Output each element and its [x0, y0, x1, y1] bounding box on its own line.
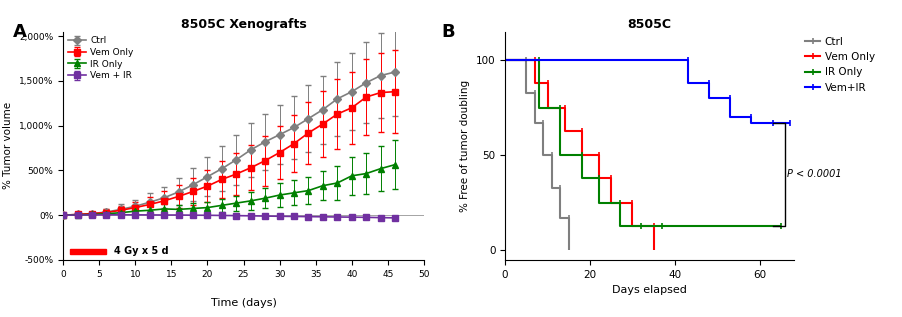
Y-axis label: % Free of tumor doubling: % Free of tumor doubling	[460, 80, 470, 212]
Vem Only	[542, 81, 553, 85]
Text: P < 0.0001: P < 0.0001	[787, 169, 842, 179]
IR Only	[576, 153, 587, 157]
Ctrl	[529, 91, 540, 94]
Y-axis label: % Tumor volume: % Tumor volume	[4, 102, 14, 189]
IR Only	[636, 224, 647, 228]
Vem Only	[500, 58, 511, 62]
Vem+IR	[784, 121, 795, 125]
Vem Only	[576, 153, 587, 157]
IR Only	[576, 176, 587, 180]
Line: IR Only: IR Only	[505, 60, 781, 226]
Ctrl	[564, 249, 575, 252]
Vem Only	[529, 81, 540, 85]
Vem+IR	[746, 121, 757, 125]
X-axis label: Time (days): Time (days)	[210, 298, 277, 308]
Vem Only	[576, 129, 587, 133]
Ctrl	[529, 121, 540, 125]
Vem Only	[542, 106, 553, 110]
Vem Only	[594, 153, 604, 157]
IR Only	[776, 224, 787, 228]
Vem Only	[649, 249, 659, 252]
Title: 8505C: 8505C	[628, 17, 671, 30]
Vem+IR	[724, 115, 735, 119]
Vem+IR	[724, 96, 735, 100]
Vem Only	[559, 129, 570, 133]
IR Only	[534, 58, 545, 62]
Vem+IR	[682, 58, 693, 62]
Ctrl	[538, 153, 548, 157]
Vem+IR	[767, 121, 778, 125]
Vem Only	[606, 176, 617, 180]
Ctrl	[547, 186, 557, 190]
Ctrl	[538, 121, 548, 125]
IR Only	[500, 58, 511, 62]
IR Only	[534, 106, 545, 110]
Vem Only	[627, 201, 638, 205]
Vem Only	[606, 201, 617, 205]
Vem+IR	[784, 121, 795, 125]
Ctrl	[521, 91, 532, 94]
Vem+IR	[746, 115, 757, 119]
Vem+IR	[704, 81, 714, 85]
IR Only	[614, 201, 625, 205]
Ctrl	[555, 186, 566, 190]
Vem Only	[627, 224, 638, 228]
Bar	[70, 249, 106, 254]
Vem Only	[649, 224, 659, 228]
Vem Only	[529, 58, 540, 62]
Ctrl	[555, 216, 566, 220]
IR Only	[776, 224, 787, 228]
IR Only	[636, 224, 647, 228]
Legend: Ctrl, Vem Only, IR Only, Vem + IR: Ctrl, Vem Only, IR Only, Vem + IR	[68, 36, 133, 80]
Text: A: A	[13, 23, 26, 41]
Vem Only	[559, 106, 570, 110]
Vem Only	[594, 176, 604, 180]
IR Only	[555, 153, 566, 157]
Line: Vem+IR: Vem+IR	[505, 60, 789, 123]
Legend: Ctrl, Vem Only, IR Only, Vem+IR: Ctrl, Vem Only, IR Only, Vem+IR	[805, 37, 875, 93]
X-axis label: Days elapsed: Days elapsed	[612, 285, 687, 295]
Vem+IR	[500, 58, 511, 62]
Ctrl	[521, 58, 532, 62]
Text: B: B	[442, 23, 456, 41]
Text: 4 Gy x 5 d: 4 Gy x 5 d	[114, 246, 169, 256]
Vem+IR	[704, 96, 714, 100]
IR Only	[555, 106, 566, 110]
IR Only	[657, 224, 667, 228]
Line: Ctrl: Ctrl	[505, 60, 569, 250]
Line: Vem Only: Vem Only	[505, 60, 654, 250]
IR Only	[657, 224, 667, 228]
IR Only	[594, 201, 604, 205]
Vem+IR	[767, 121, 778, 125]
Ctrl	[564, 216, 575, 220]
IR Only	[594, 176, 604, 180]
Ctrl	[500, 58, 511, 62]
IR Only	[614, 224, 625, 228]
Ctrl	[547, 153, 557, 157]
Vem+IR	[682, 81, 693, 85]
Title: 8505C Xenografts: 8505C Xenografts	[180, 17, 307, 30]
